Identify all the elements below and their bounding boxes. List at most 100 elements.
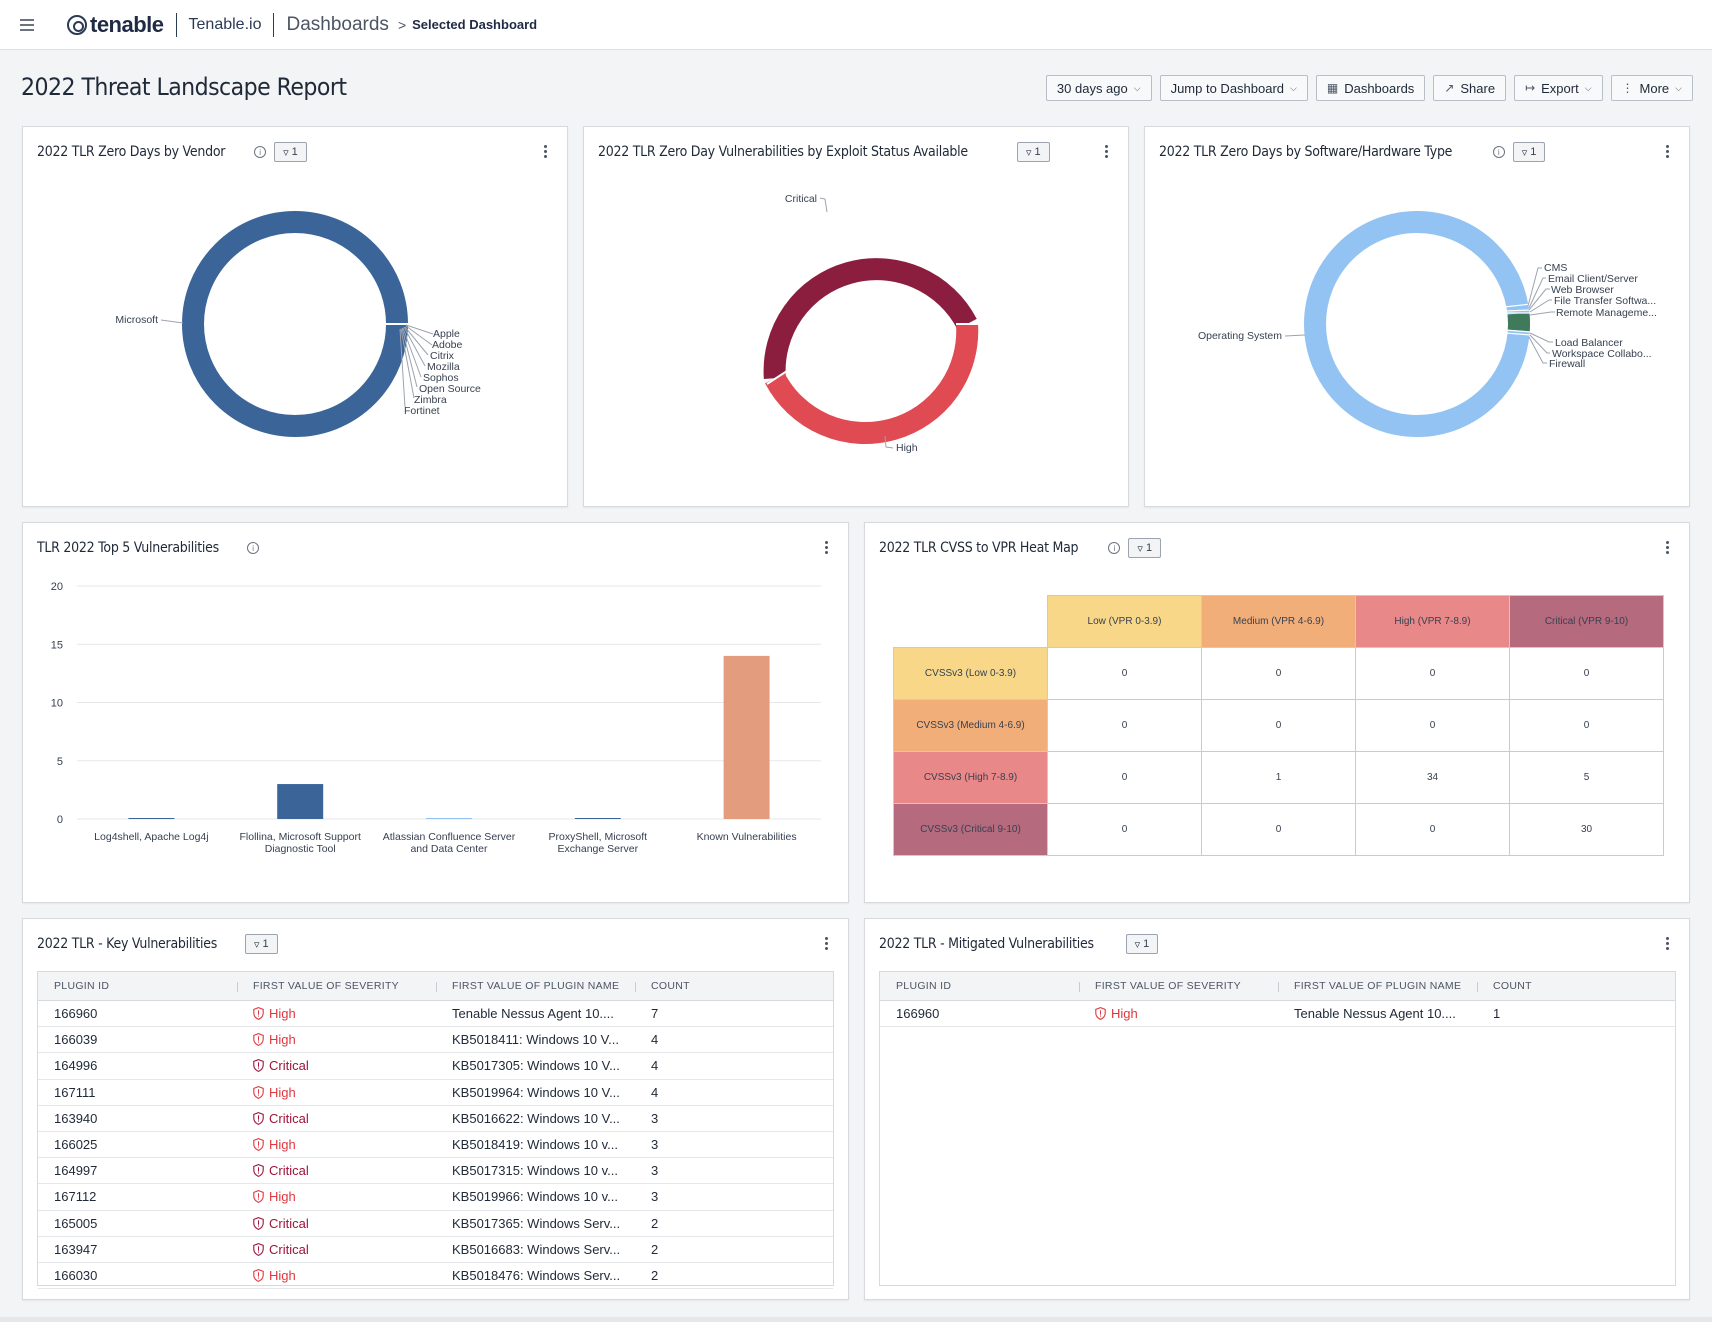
info-icon[interactable]: i <box>1492 146 1505 158</box>
filter-badge[interactable]: ▿ 1 <box>1512 142 1546 162</box>
widget-menu-icon[interactable] <box>825 541 828 554</box>
x-tick-label: Exchange Server <box>558 843 639 855</box>
table-row[interactable]: 164997 Critical KB5017315: Windows 10 v...… <box>38 1158 833 1185</box>
plugin-name: KB5017305: Windows 10 V... <box>452 1058 620 1074</box>
widget-menu-icon[interactable] <box>1105 145 1108 158</box>
label-high: High <box>896 442 918 454</box>
heatmap-row-header: CVSSv3 (High 7-8.9) <box>893 751 1048 804</box>
heatmap-cell[interactable]: 1 <box>1201 751 1356 804</box>
x-tick-label: ProxyShell, Microsoft <box>548 831 647 843</box>
widget-cvss-vpr-heatmap: 2022 TLR CVSS to VPR Heat Map i ▿ 1 Low (… <box>864 522 1690 903</box>
dashboard-actions: 30 days ago ⌵ Jump to Dashboard ⌵ ▦ Dashboa… <box>1045 75 1693 101</box>
severity-badge: Critical <box>253 1242 436 1257</box>
donut-slice-gap <box>766 370 788 385</box>
more-dropdown[interactable]: ⋮ More ⌵ <box>1610 75 1693 101</box>
heatmap-cell[interactable]: 30 <box>1509 803 1664 856</box>
widget-menu-icon[interactable] <box>1666 937 1669 950</box>
label-microsoft: Microsoft <box>115 314 158 326</box>
date-range-dropdown[interactable]: 30 days ago ⌵ <box>1045 75 1152 101</box>
table-row[interactable]: 166960 High Tenable Nessus Agent 10.... 7 <box>38 1001 833 1028</box>
dashboards-button[interactable]: ▦ Dashboards <box>1315 75 1426 101</box>
widget-menu-icon[interactable] <box>825 937 828 950</box>
jump-to-dashboard-dropdown[interactable]: Jump to Dashboard ⌵ <box>1159 75 1308 101</box>
heatmap-cell[interactable]: 0 <box>1355 647 1510 700</box>
column-header[interactable]: PLUGIN ID <box>896 980 952 992</box>
widget-menu-icon[interactable] <box>1666 541 1669 554</box>
menu-icon[interactable] <box>20 18 34 31</box>
donut-segment-critical[interactable] <box>763 258 977 379</box>
plugin-id: 166960 <box>896 1006 940 1022</box>
column-header[interactable]: FIRST VALUE OF SEVERITY <box>237 980 436 992</box>
filter-badge[interactable]: ▿ 1 <box>1128 538 1162 558</box>
tenable-logo[interactable]: tenable <box>67 12 164 38</box>
widget-menu-icon[interactable] <box>1666 145 1669 158</box>
heatmap-cell[interactable]: 0 <box>1047 803 1202 856</box>
info-icon[interactable]: i <box>247 542 260 554</box>
bar-3[interactable] <box>574 818 621 819</box>
filter-badge[interactable]: ▿ 1 <box>1016 142 1050 162</box>
heatmap-cell[interactable]: 34 <box>1355 751 1510 804</box>
shield-icon <box>1095 1007 1106 1021</box>
donut-segment-microsoft[interactable] <box>182 211 408 437</box>
heatmap-cell[interactable]: 0 <box>1201 699 1356 752</box>
column-header[interactable]: PLUGIN ID <box>54 980 110 992</box>
table-row[interactable]: 166025 High KB5018419: Windows 10 v... 3 <box>38 1132 833 1159</box>
column-header[interactable]: FIRST VALUE OF PLUGIN NAME <box>436 980 635 992</box>
heatmap-cell[interactable]: 0 <box>1355 699 1510 752</box>
label-load-balancer: Load Balancer <box>1555 337 1623 349</box>
column-header[interactable]: COUNT <box>1477 980 1675 992</box>
heatmap-cell[interactable]: 0 <box>1355 803 1510 856</box>
column-header[interactable]: FIRST VALUE OF SEVERITY <box>1079 980 1278 992</box>
plugin-id: 165005 <box>54 1215 98 1231</box>
info-icon[interactable]: i <box>1108 542 1121 554</box>
plugin-id: 163947 <box>54 1241 98 1257</box>
severity-cell: Critical <box>237 1216 436 1231</box>
filter-badge[interactable]: ▿ 1 <box>274 142 307 162</box>
table-row[interactable]: 166960 High Tenable Nessus Agent 10.... 1 <box>880 1001 1675 1028</box>
share-button[interactable]: ↗ Share <box>1433 75 1507 101</box>
filter-badge[interactable]: ▿ 1 <box>245 934 278 954</box>
table-row[interactable]: 163947 Critical KB5016683: Windows Serv...… <box>38 1237 833 1263</box>
table-row[interactable]: 164996 Critical KB5017305: Windows 10 V...… <box>38 1053 833 1080</box>
severity-badge: Critical <box>253 1163 436 1178</box>
heatmap-row-header: CVSSv3 (Low 0-3.9) <box>893 647 1048 700</box>
table-row[interactable]: 165005 Critical KB5017365: Windows Serv...… <box>38 1211 833 1237</box>
heatmap-cell[interactable]: 0 <box>1509 699 1664 752</box>
heatmap-cell[interactable]: 0 <box>1047 699 1202 752</box>
bar-0[interactable] <box>128 818 175 819</box>
heatmap-cell[interactable]: 0 <box>1047 647 1202 700</box>
heatmap-cell[interactable]: 0 <box>1201 647 1356 700</box>
column-header[interactable]: COUNT <box>635 980 833 992</box>
filter-icon: ▿ <box>1137 542 1143 555</box>
table-row[interactable]: 166039 High KB5018411: Windows 10 V... 4 <box>38 1027 833 1054</box>
table-row[interactable]: 163940 Critical KB5016622: Windows 10 V...… <box>38 1106 833 1132</box>
y-tick-label: 20 <box>51 581 63 593</box>
shield-icon <box>253 1268 264 1282</box>
breadcrumb-dashboards[interactable]: Dashboards <box>286 13 389 35</box>
table-row[interactable]: 167112 High KB5019966: Windows 10 v... 3 <box>38 1184 833 1211</box>
severity-badge: High <box>253 1032 436 1047</box>
plugin-name: Tenable Nessus Agent 10.... <box>452 1006 614 1022</box>
table-row[interactable]: 166030 High KB5018476: Windows Serv... 2 <box>38 1263 833 1290</box>
bar-4[interactable] <box>723 655 770 819</box>
heatmap-cell[interactable]: 0 <box>1047 751 1202 804</box>
plugin-id: 166960 <box>54 1006 98 1022</box>
heatmap-cell[interactable]: 0 <box>1509 647 1664 700</box>
donut-segment-operating-system[interactable] <box>1304 211 1530 437</box>
donut-segment-high[interactable] <box>765 323 979 444</box>
info-icon[interactable]: i <box>254 146 267 158</box>
column-header[interactable]: FIRST VALUE OF PLUGIN NAME <box>1278 980 1477 992</box>
widget-menu-icon[interactable] <box>544 145 547 158</box>
export-dropdown[interactable]: ↦ Export ⌵ <box>1514 75 1603 101</box>
donut-segment-other[interactable] <box>1507 312 1531 332</box>
filter-badge[interactable]: ▿ 1 <box>1125 934 1159 954</box>
bar-1[interactable] <box>277 784 324 819</box>
label-email-client-server: Email Client/Server <box>1548 273 1638 285</box>
heatmap-cell[interactable]: 5 <box>1509 751 1664 804</box>
severity-cell: High <box>1079 1006 1278 1021</box>
heatmap-table: Low (VPR 0-3.9) Medium (VPR 4-6.9) High (V… <box>893 595 1664 856</box>
dashboards-label: Dashboards <box>1344 80 1415 96</box>
table-row[interactable]: 167111 High KB5019964: Windows 10 V... 4 <box>38 1080 833 1106</box>
bar-2[interactable] <box>426 818 472 819</box>
heatmap-cell[interactable]: 0 <box>1201 803 1356 856</box>
